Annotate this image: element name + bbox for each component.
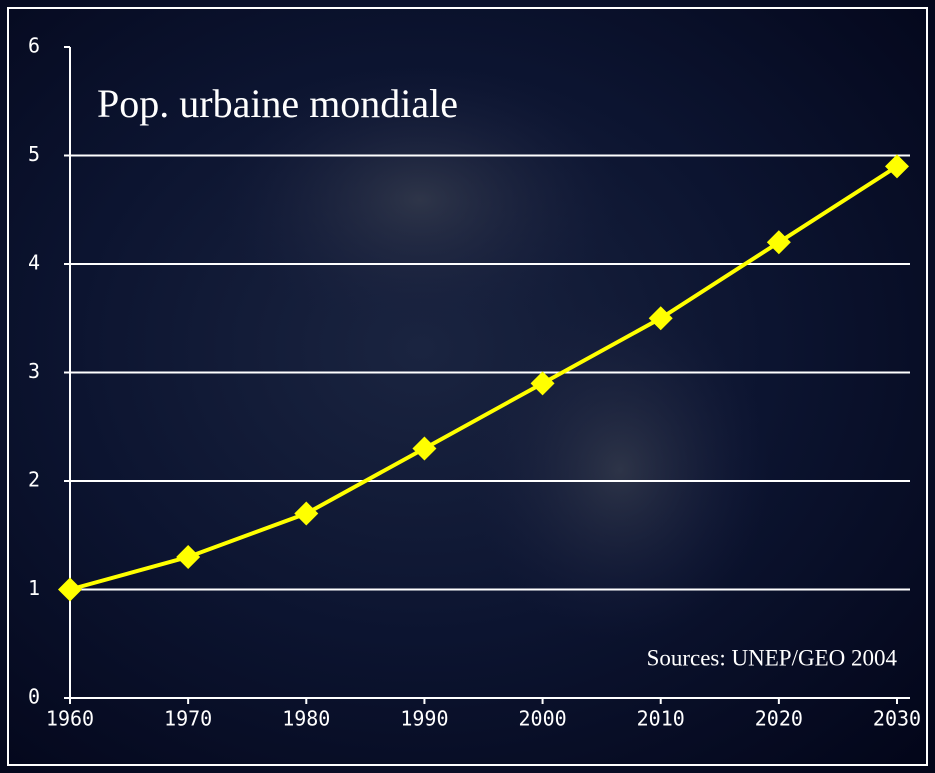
data-marker bbox=[766, 230, 791, 255]
data-line bbox=[69, 164, 899, 592]
x-tick-label: 2020 bbox=[755, 707, 803, 731]
x-tick-label: 1980 bbox=[282, 707, 330, 731]
x-tick-label: 1990 bbox=[400, 707, 448, 731]
y-tick-label: 0 bbox=[28, 685, 40, 709]
x-tick-label: 2010 bbox=[637, 707, 685, 731]
annotation: Sources: UNEP/GEO 2004 bbox=[647, 645, 898, 670]
frame bbox=[7, 7, 928, 766]
y-tick-label: 1 bbox=[28, 576, 40, 600]
data-marker bbox=[58, 577, 82, 602]
x-tick-label: 2030 bbox=[873, 707, 921, 731]
y-tick-label: 4 bbox=[28, 251, 40, 275]
data-marker bbox=[176, 544, 201, 569]
data-marker bbox=[294, 501, 319, 526]
x-tick-label: 1970 bbox=[164, 707, 212, 731]
x-tick-label: 2000 bbox=[518, 707, 566, 731]
data-marker bbox=[412, 436, 437, 461]
y-tick-label: 5 bbox=[28, 142, 40, 166]
data-marker bbox=[648, 306, 673, 331]
chart-title: Pop. urbaine mondiale bbox=[97, 81, 458, 126]
data-marker bbox=[530, 371, 555, 396]
x-tick-label: 1960 bbox=[46, 707, 94, 731]
y-tick-label: 3 bbox=[28, 359, 40, 383]
y-tick-label: 6 bbox=[28, 34, 40, 58]
y-tick-label: 2 bbox=[28, 468, 40, 492]
data-marker bbox=[885, 154, 909, 179]
